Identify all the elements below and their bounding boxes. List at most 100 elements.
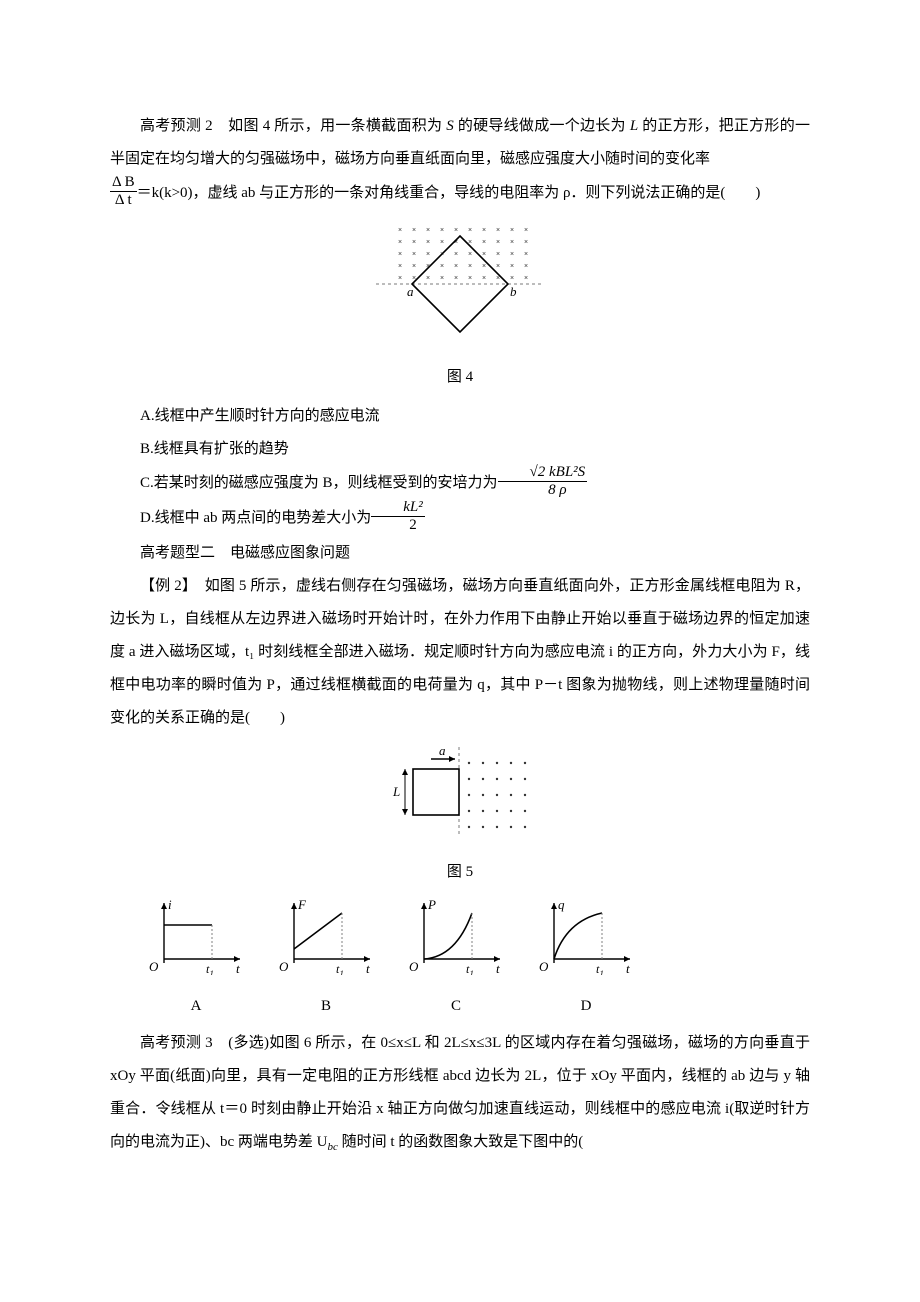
q3-line1: 高考预测 3 (多选)如图 6 所示，在 0≤x≤L 和 2L≤x≤3L 的区域…: [110, 1035, 810, 1150]
q1-after-rate: ＝k(k>0)，虚线 ab 与正方形的一条对角线重合，导线的电阻率为 ρ．则下列…: [137, 185, 761, 201]
graph-B: O F t t1 B: [276, 895, 376, 1023]
q1-opt-D-frac: kL² 2: [371, 499, 425, 535]
q1-pre: 高考预测 2 如图 4 所示，用一条横截面积为: [140, 118, 446, 134]
example-2: 【例 2】 如图 5 所示，虚线右侧存在匀强磁场，磁场方向垂直纸面向外，正方形金…: [110, 570, 810, 735]
graph-A: O i t t1 A: [146, 895, 246, 1023]
svg-text:×: ×: [524, 251, 528, 258]
svg-text:×: ×: [454, 227, 458, 234]
q1-opt-D-den: 2: [371, 516, 425, 534]
q1-opt-C: C.若某时刻的磁感应强度为 B，则线框受到的安培力为 √2 kBL²S 8 ρ: [110, 466, 810, 502]
svg-text:×: ×: [524, 263, 528, 270]
svg-text:×: ×: [510, 227, 514, 234]
svg-text:×: ×: [398, 251, 402, 258]
svg-text:×: ×: [482, 227, 486, 234]
svg-text:×: ×: [482, 251, 486, 258]
svg-text:×: ×: [496, 251, 500, 258]
graph-D: O q t t1 D: [536, 895, 636, 1023]
q1-opt-D-pre: D.线框中 ab 两点间的电势差大小为: [140, 510, 371, 526]
svg-text:×: ×: [524, 227, 528, 234]
svg-text:×: ×: [524, 239, 528, 246]
svg-text:×: ×: [412, 239, 416, 246]
page-root: 高考预测 2 如图 4 所示，用一条横截面积为 S 的硬导线做成一个边长为 L …: [0, 0, 920, 1302]
fig5-arrowhead: [449, 756, 455, 762]
svg-text:×: ×: [426, 227, 430, 234]
q1-rate-line: Δ B Δ t ＝k(k>0)，虚线 ab 与正方形的一条对角线重合，导线的电阻…: [110, 176, 810, 212]
svg-text:×: ×: [398, 275, 402, 282]
svg-text:×: ×: [482, 263, 486, 270]
svg-text:×: ×: [440, 275, 444, 282]
svg-text:×: ×: [468, 251, 472, 258]
q1-opt-B: B.线框具有扩张的趋势: [110, 433, 810, 466]
rate-den: Δ t: [110, 191, 137, 209]
svg-text:×: ×: [454, 275, 458, 282]
q1-S: S: [446, 118, 454, 134]
svg-text:×: ×: [468, 263, 472, 270]
svg-text:O: O: [539, 959, 549, 974]
svg-text:×: ×: [510, 239, 514, 246]
svg-text:×: ×: [510, 251, 514, 258]
svg-text:×: ×: [440, 227, 444, 234]
svg-text:i: i: [168, 897, 172, 912]
fig4-label-a: a: [407, 284, 414, 299]
q1-mid1: 的硬导线做成一个边长为: [454, 118, 630, 134]
svg-text:×: ×: [482, 239, 486, 246]
svg-text:×: ×: [496, 263, 500, 270]
graph-B-label: B: [276, 990, 376, 1023]
svg-text:t1: t1: [596, 962, 604, 975]
svg-text:×: ×: [454, 251, 458, 258]
svg-text:O: O: [409, 959, 419, 974]
svg-text:×: ×: [398, 227, 402, 234]
q1-opt-D-num: kL²: [371, 499, 425, 516]
svg-text:×: ×: [412, 263, 416, 270]
graph-D-label: D: [536, 990, 636, 1023]
svg-text:t1: t1: [336, 962, 344, 975]
svg-text:t: t: [626, 961, 630, 975]
svg-text:t: t: [366, 961, 370, 975]
fig5-caption: 图 5: [110, 856, 810, 889]
svg-text:×: ×: [426, 239, 430, 246]
svg-text:×: ×: [496, 239, 500, 246]
svg-text:×: ×: [398, 239, 402, 246]
q1-opt-D: D.线框中 ab 两点间的电势差大小为 kL² 2: [110, 501, 810, 537]
fig5-L: L: [392, 784, 400, 799]
q3-sub: bc: [328, 1141, 338, 1153]
graph-row: O i t t1 A O F t t1 B: [146, 895, 810, 1023]
svg-text:×: ×: [412, 227, 416, 234]
svg-text:×: ×: [440, 239, 444, 246]
svg-text:F: F: [297, 897, 307, 912]
fig5-svg: a L: [385, 741, 535, 841]
sec2-heading: 高考题型二 电磁感应图象问题: [110, 537, 810, 570]
q1-stem: 高考预测 2 如图 4 所示，用一条横截面积为 S 的硬导线做成一个边长为 L …: [110, 110, 810, 176]
q1-opt-C-den: 8 ρ: [498, 481, 588, 499]
svg-text:×: ×: [468, 275, 472, 282]
q1-opt-C-frac: √2 kBL²S 8 ρ: [498, 464, 588, 500]
fig4-label-b: b: [510, 284, 517, 299]
svg-text:P: P: [427, 897, 436, 912]
svg-text:O: O: [149, 959, 159, 974]
fig4-xfield: × × × × × × × × × × × × × × × × × × × × × × × × × × × × × × × × × × × × ×…: [398, 227, 528, 282]
fig5-dots: [468, 761, 526, 827]
fig5-bracket-down: [402, 809, 408, 815]
graph-C: O P t t1 C: [406, 895, 506, 1023]
svg-text:t: t: [236, 961, 240, 975]
q1-opt-A: A.线框中产生顺时针方向的感应电流: [110, 400, 810, 433]
svg-text:×: ×: [454, 263, 458, 270]
svg-text:×: ×: [496, 227, 500, 234]
fig4-svg: × × × × × × × × × × × × × × × × × × × × × × × × × × × × × × × × × × × × ×…: [370, 218, 550, 346]
ex2-body: 如图 5 所示，虚线右侧存在匀强磁场，磁场方向垂直纸面向外，正方形金属线框电阻为…: [110, 578, 810, 726]
svg-text:t1: t1: [206, 962, 214, 975]
svg-text:×: ×: [426, 275, 430, 282]
ex2-label: 【例 2】: [140, 578, 190, 594]
q3-line2: 随时间 t 的函数图象大致是下图中的(: [338, 1134, 583, 1150]
graph-A-label: A: [146, 990, 246, 1023]
figure-4: × × × × × × × × × × × × × × × × × × × × × × × × × × × × × × × × × × × × ×…: [110, 218, 810, 359]
q1-L: L: [630, 118, 638, 134]
figure-5: a L: [110, 741, 810, 854]
svg-text:×: ×: [426, 251, 430, 258]
svg-text:×: ×: [510, 263, 514, 270]
svg-text:t1: t1: [466, 962, 474, 975]
q1-opt-C-pre: C.若某时刻的磁感应强度为 B，则线框受到的安培力为: [140, 475, 498, 491]
svg-text:×: ×: [398, 263, 402, 270]
svg-text:×: ×: [440, 263, 444, 270]
rate-fraction: Δ B Δ t: [110, 174, 137, 210]
